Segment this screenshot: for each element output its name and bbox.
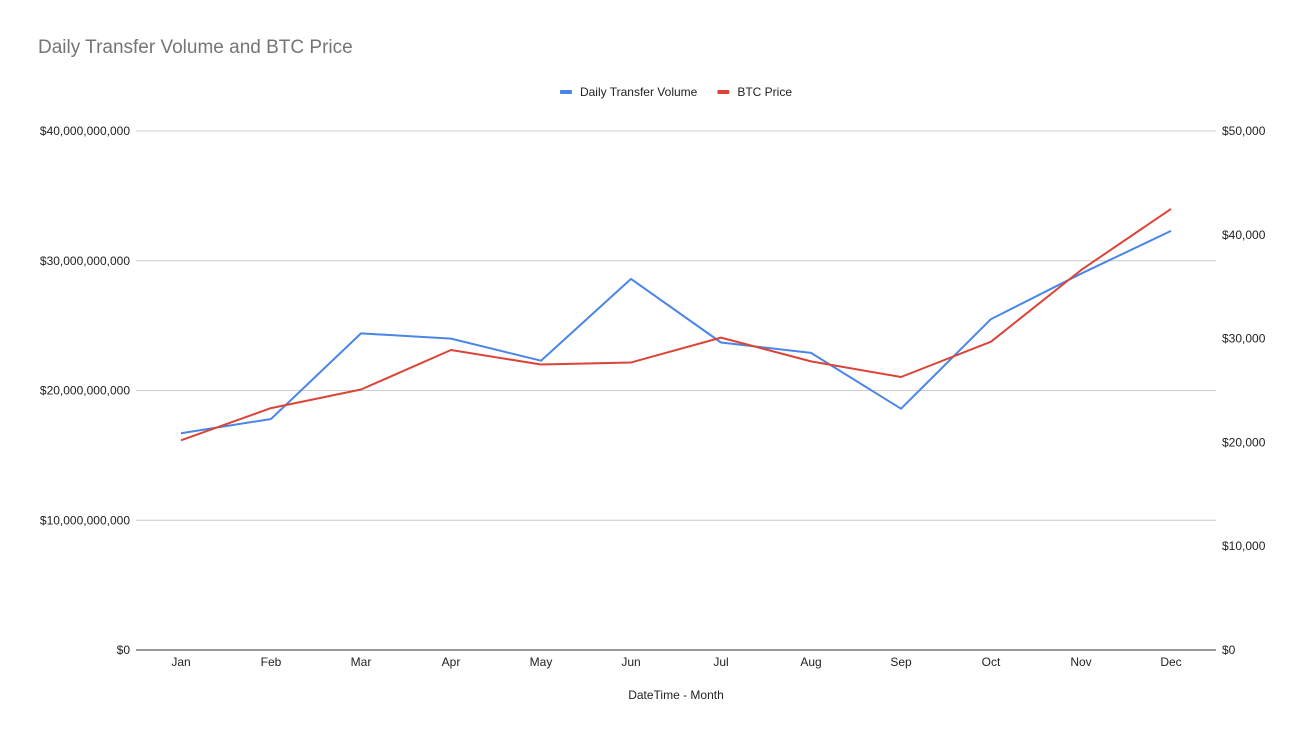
y-tick-label-right: $20,000 (1222, 435, 1266, 449)
axes: $0 $10,000,000,000 $20,000,000,000 $30,000,… (40, 124, 1266, 702)
y-tick-label-left: $0 (117, 643, 131, 657)
x-tick-label: Aug (800, 655, 821, 669)
y-tick-label-right: $0 (1222, 643, 1236, 657)
legend-swatch (560, 90, 572, 94)
y-tick-label-left: $30,000,000,000 (40, 254, 130, 268)
y-tick-label-right: $30,000 (1222, 332, 1266, 346)
x-tick-label: Feb (261, 655, 282, 669)
y-tick-label-right: $40,000 (1222, 228, 1266, 242)
x-tick-label: Oct (982, 655, 1001, 669)
y-tick-label-left: $20,000,000,000 (40, 384, 130, 398)
chart-title: Daily Transfer Volume and BTC Price (38, 37, 353, 59)
legend-label: BTC Price (737, 85, 792, 99)
series-line (181, 209, 1171, 440)
x-tick-label: Dec (1160, 655, 1181, 669)
x-tick-label: Apr (442, 655, 461, 669)
legend-swatch (717, 90, 729, 94)
series-lines (181, 209, 1171, 441)
y-tick-label-left: $40,000,000,000 (40, 124, 130, 138)
x-tick-label: Jul (713, 655, 728, 669)
legend-label: Daily Transfer Volume (580, 85, 698, 99)
x-tick-label: Jun (621, 655, 640, 669)
x-tick-label: May (530, 655, 553, 669)
y-tick-label-left: $10,000,000,000 (40, 513, 130, 527)
y-tick-label-right: $50,000 (1222, 124, 1266, 138)
x-tick-label: Nov (1070, 655, 1091, 669)
y-tick-label-right: $10,000 (1222, 539, 1266, 553)
series-line (181, 231, 1171, 433)
gridlines (136, 131, 1216, 520)
x-tick-label: Sep (890, 655, 912, 669)
legend: Daily Transfer Volume BTC Price (560, 85, 792, 99)
x-axis-title: DateTime - Month (628, 688, 724, 702)
x-tick-label: Mar (351, 655, 372, 669)
x-tick-label: Jan (171, 655, 190, 669)
